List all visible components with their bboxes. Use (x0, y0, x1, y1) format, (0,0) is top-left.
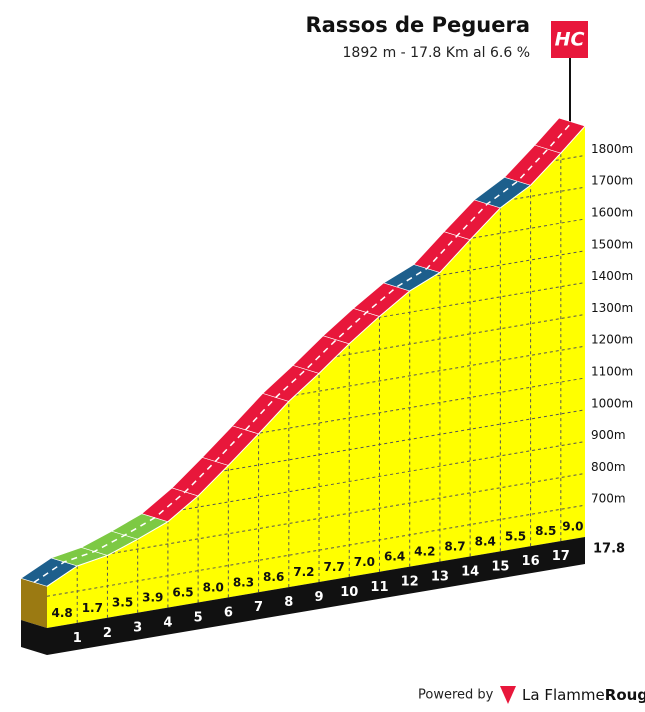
km-band (47, 537, 585, 655)
x-tick-label: 17 (552, 549, 570, 564)
profile-edge (46, 125, 586, 587)
gradient-label: 4.2 (414, 545, 435, 559)
gradient-label: 6.5 (172, 585, 193, 599)
center-line (33, 121, 573, 583)
x-tick-label: 4 (163, 616, 172, 631)
y-tick-label: 1000m (591, 396, 633, 410)
x-tick-label: 17.8 (593, 542, 625, 557)
gradient-label: 8.3 (233, 575, 254, 589)
gradient-label: 5.5 (505, 529, 526, 543)
category-badge: HC (555, 29, 585, 51)
y-tick-label: 700m (591, 492, 626, 506)
y-tick-label: 800m (591, 460, 626, 474)
x-tick-label: 12 (401, 575, 419, 590)
gradient-label: 8.5 (535, 524, 556, 538)
y-tick-label: 1500m (591, 237, 633, 251)
y-tick-label: 1400m (591, 269, 633, 283)
y-tick-label: 900m (591, 428, 626, 442)
chart-title: Rassos de Peguera (305, 13, 530, 37)
powered-by: Powered by (418, 688, 494, 703)
side-band (21, 620, 47, 655)
chart-subtitle: 1892 m - 17.8 Km al 6.6 % (343, 45, 531, 61)
y-tick-label: 1700m (591, 174, 633, 188)
y-tick-label: 1800m (591, 142, 633, 156)
flag (551, 21, 588, 58)
gradient-label: 8.0 (203, 580, 224, 594)
gradient-label: 8.7 (444, 539, 465, 553)
brand-part: Rouge (605, 686, 645, 704)
gradient-label: 7.7 (324, 560, 345, 574)
gradient-label: 8.4 (475, 534, 496, 548)
x-tick-label: 2 (103, 626, 112, 641)
gradient-label: 1.7 (82, 601, 103, 615)
x-tick-label: 10 (340, 585, 358, 600)
y-tick-label: 1100m (591, 365, 633, 379)
brand: La FlammeRouge (522, 686, 645, 704)
gradient-label: 3.9 (142, 591, 163, 605)
x-tick-label: 3 (133, 621, 142, 636)
x-tick-label: 7 (254, 600, 263, 615)
gradient-label: 8.6 (263, 570, 284, 584)
y-tick-label: 1300m (591, 301, 633, 315)
logo-icon (500, 686, 516, 704)
x-tick-label: 6 (224, 605, 233, 620)
x-tick-label: 5 (194, 610, 203, 625)
y-tick-label: 1200m (591, 333, 633, 347)
profile-face (47, 126, 585, 629)
gradient-label: 9.0 (562, 520, 583, 534)
brand-part: La Flamme (522, 686, 605, 704)
grid-line (47, 472, 585, 565)
x-tick-label: 15 (491, 559, 509, 574)
x-tick-label: 9 (314, 590, 323, 605)
gradient-label: 7.0 (354, 555, 375, 569)
x-tick-label: 8 (284, 595, 293, 610)
x-tick-label: 11 (370, 580, 388, 595)
x-tick-label: 16 (522, 554, 540, 569)
gradient-label: 6.4 (384, 550, 405, 564)
gradient-label: 4.8 (51, 606, 72, 620)
side-face (21, 578, 47, 628)
x-tick-label: 14 (461, 564, 479, 579)
x-tick-label: 1 (73, 631, 82, 646)
gradient-label: 7.2 (293, 565, 314, 579)
x-tick-label: 13 (431, 570, 449, 585)
grid-line (47, 504, 585, 597)
profile: 700m 800m 900m 1000m 1100m 1200m 1300m 1400m 150… (20, 117, 633, 655)
gradient-label: 3.5 (112, 596, 133, 610)
y-tick-label: 1600m (591, 206, 633, 220)
